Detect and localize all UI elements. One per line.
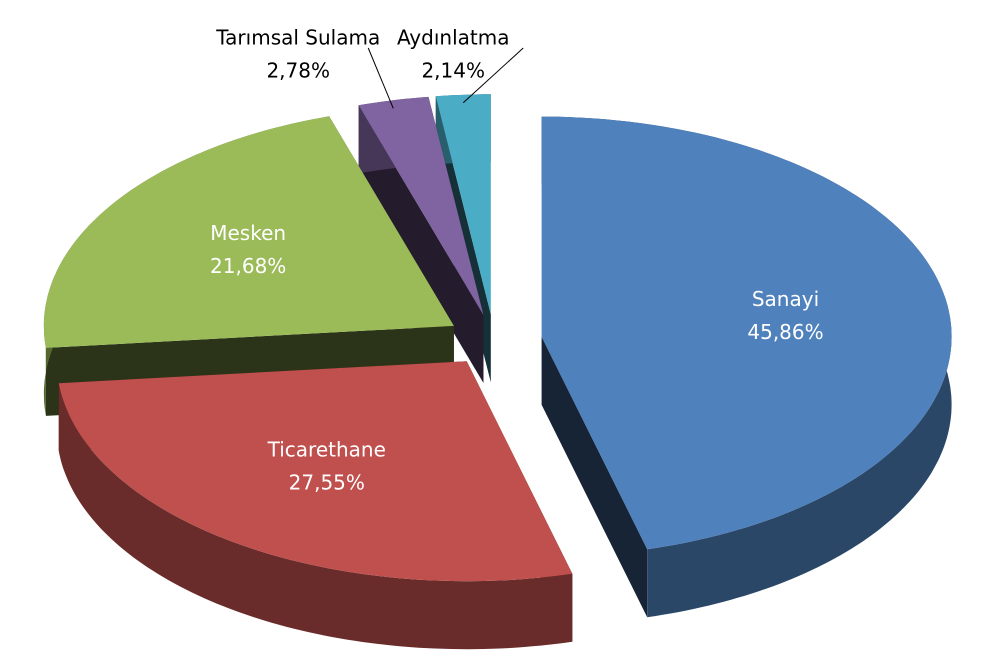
pie-slice [358,96,484,315]
pie-slice [43,116,454,348]
slice-label-value: 2,78% [266,59,330,83]
leader-line [367,47,394,109]
slice-tops: Aydınlatma 2,14% Tarımsal Sulama 2,78% Meske… [43,26,952,582]
pie-slice [541,116,952,550]
slice-label-name: Mesken [210,221,286,245]
slice-label-value: 2,14% [421,59,485,83]
slice-wall [58,383,573,650]
pie-slice [58,361,573,582]
slice-label-value: 45,86% [747,320,823,344]
leader-line [462,47,524,104]
slice-label-name: Sanayi [752,287,819,311]
pie-slice [435,94,491,315]
slice-label-name: Ticarethane [267,437,386,461]
slice-label-value: 21,68% [210,254,286,278]
slice-side-face [541,336,648,618]
slice-label-name: Aydınlatma [397,26,509,50]
slice-label-name: Tarımsal Sulama [215,26,380,50]
slice-side-face [358,105,484,383]
slice-label-value: 27,55% [289,470,365,494]
